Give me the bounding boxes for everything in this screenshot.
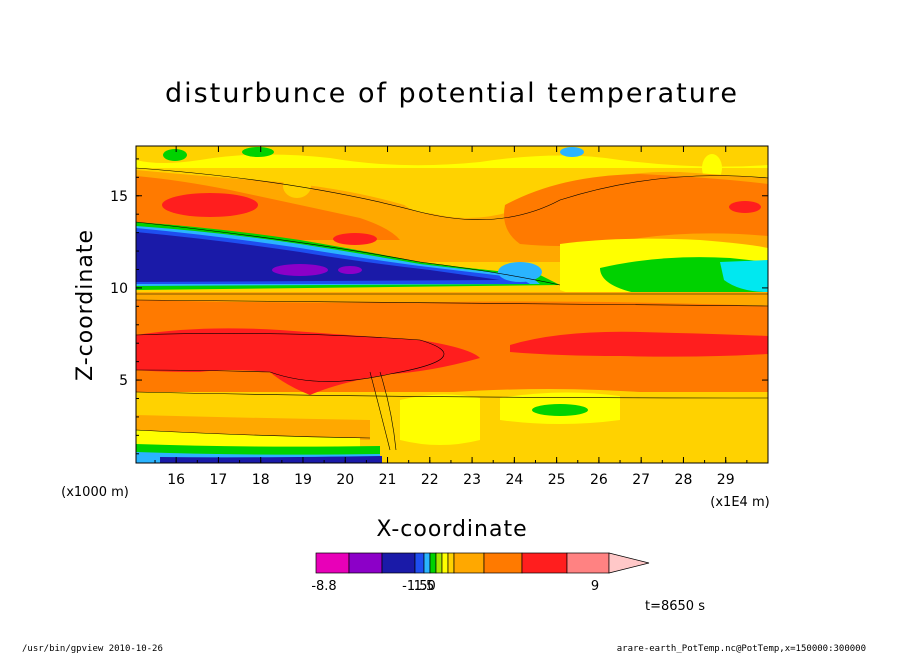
colorbar-segment	[441, 552, 449, 574]
x-tick-label: 25	[548, 472, 566, 488]
x-tick-label: 24	[505, 472, 523, 488]
colorbar-label: 9	[591, 579, 599, 594]
colorbar-segment	[483, 552, 523, 574]
x-tick-label: 21	[379, 472, 397, 488]
colorbar-label: 1.5	[414, 579, 435, 594]
x-unit-label: (x1E4 m)	[710, 495, 769, 510]
y-axis: 5 10 15	[110, 158, 768, 455]
footer-right: arare-earth_PotTemp.nc@PotTemp,x=150000:…	[617, 644, 866, 654]
colorbar-segment	[521, 552, 568, 574]
colorbar-label: -1.50	[402, 579, 436, 594]
x-tick-label: 16	[167, 472, 185, 488]
colorbar-segment	[435, 552, 443, 574]
x-tick-label: 20	[336, 472, 354, 488]
colorbar-segment	[453, 552, 485, 574]
colorbar-segment	[423, 552, 431, 574]
plot-frame	[135, 145, 769, 464]
y-tick-label: 10	[110, 281, 128, 297]
colorbar-segment	[315, 552, 350, 574]
footer-left: /usr/bin/gpview 2010-10-26	[22, 644, 163, 654]
x-axis: 16 17 18 19 20 21 22 23 24 25 26 27 28 29	[154, 146, 748, 488]
x-tick-label: 18	[252, 472, 270, 488]
plot-field	[136, 146, 768, 463]
colorbar-segment	[429, 552, 437, 574]
colorbar-segment	[566, 552, 610, 574]
x-scale-label: (x1000 m)	[61, 485, 129, 500]
colorbar-segment	[381, 552, 416, 574]
y-tick-label: 5	[119, 373, 128, 389]
time-label: t=8650 s	[645, 599, 705, 614]
x-tick-label: 28	[675, 472, 693, 488]
x-tick-label: 29	[717, 472, 735, 488]
x-tick-label: 17	[210, 472, 228, 488]
colorbar-arrow	[608, 552, 650, 574]
y-axis-label: Z-coordinate	[73, 229, 98, 381]
colorbar-segment	[447, 552, 455, 574]
colorbar-segment	[348, 552, 383, 574]
x-tick-label: 23	[463, 472, 481, 488]
colorbar: -8.8 -1.501.5 9	[311, 552, 650, 594]
x-tick-label: 22	[421, 472, 439, 488]
x-axis-label: X-coordinate	[376, 517, 527, 542]
colorbar-label: -8.8	[311, 579, 336, 594]
chart-title: disturbunce of potential temperature	[165, 78, 739, 109]
x-tick-label: 26	[590, 472, 608, 488]
colorbar-segment	[414, 552, 425, 574]
y-tick-label: 15	[110, 189, 128, 205]
x-tick-label: 27	[632, 472, 650, 488]
x-tick-label: 19	[294, 472, 312, 488]
